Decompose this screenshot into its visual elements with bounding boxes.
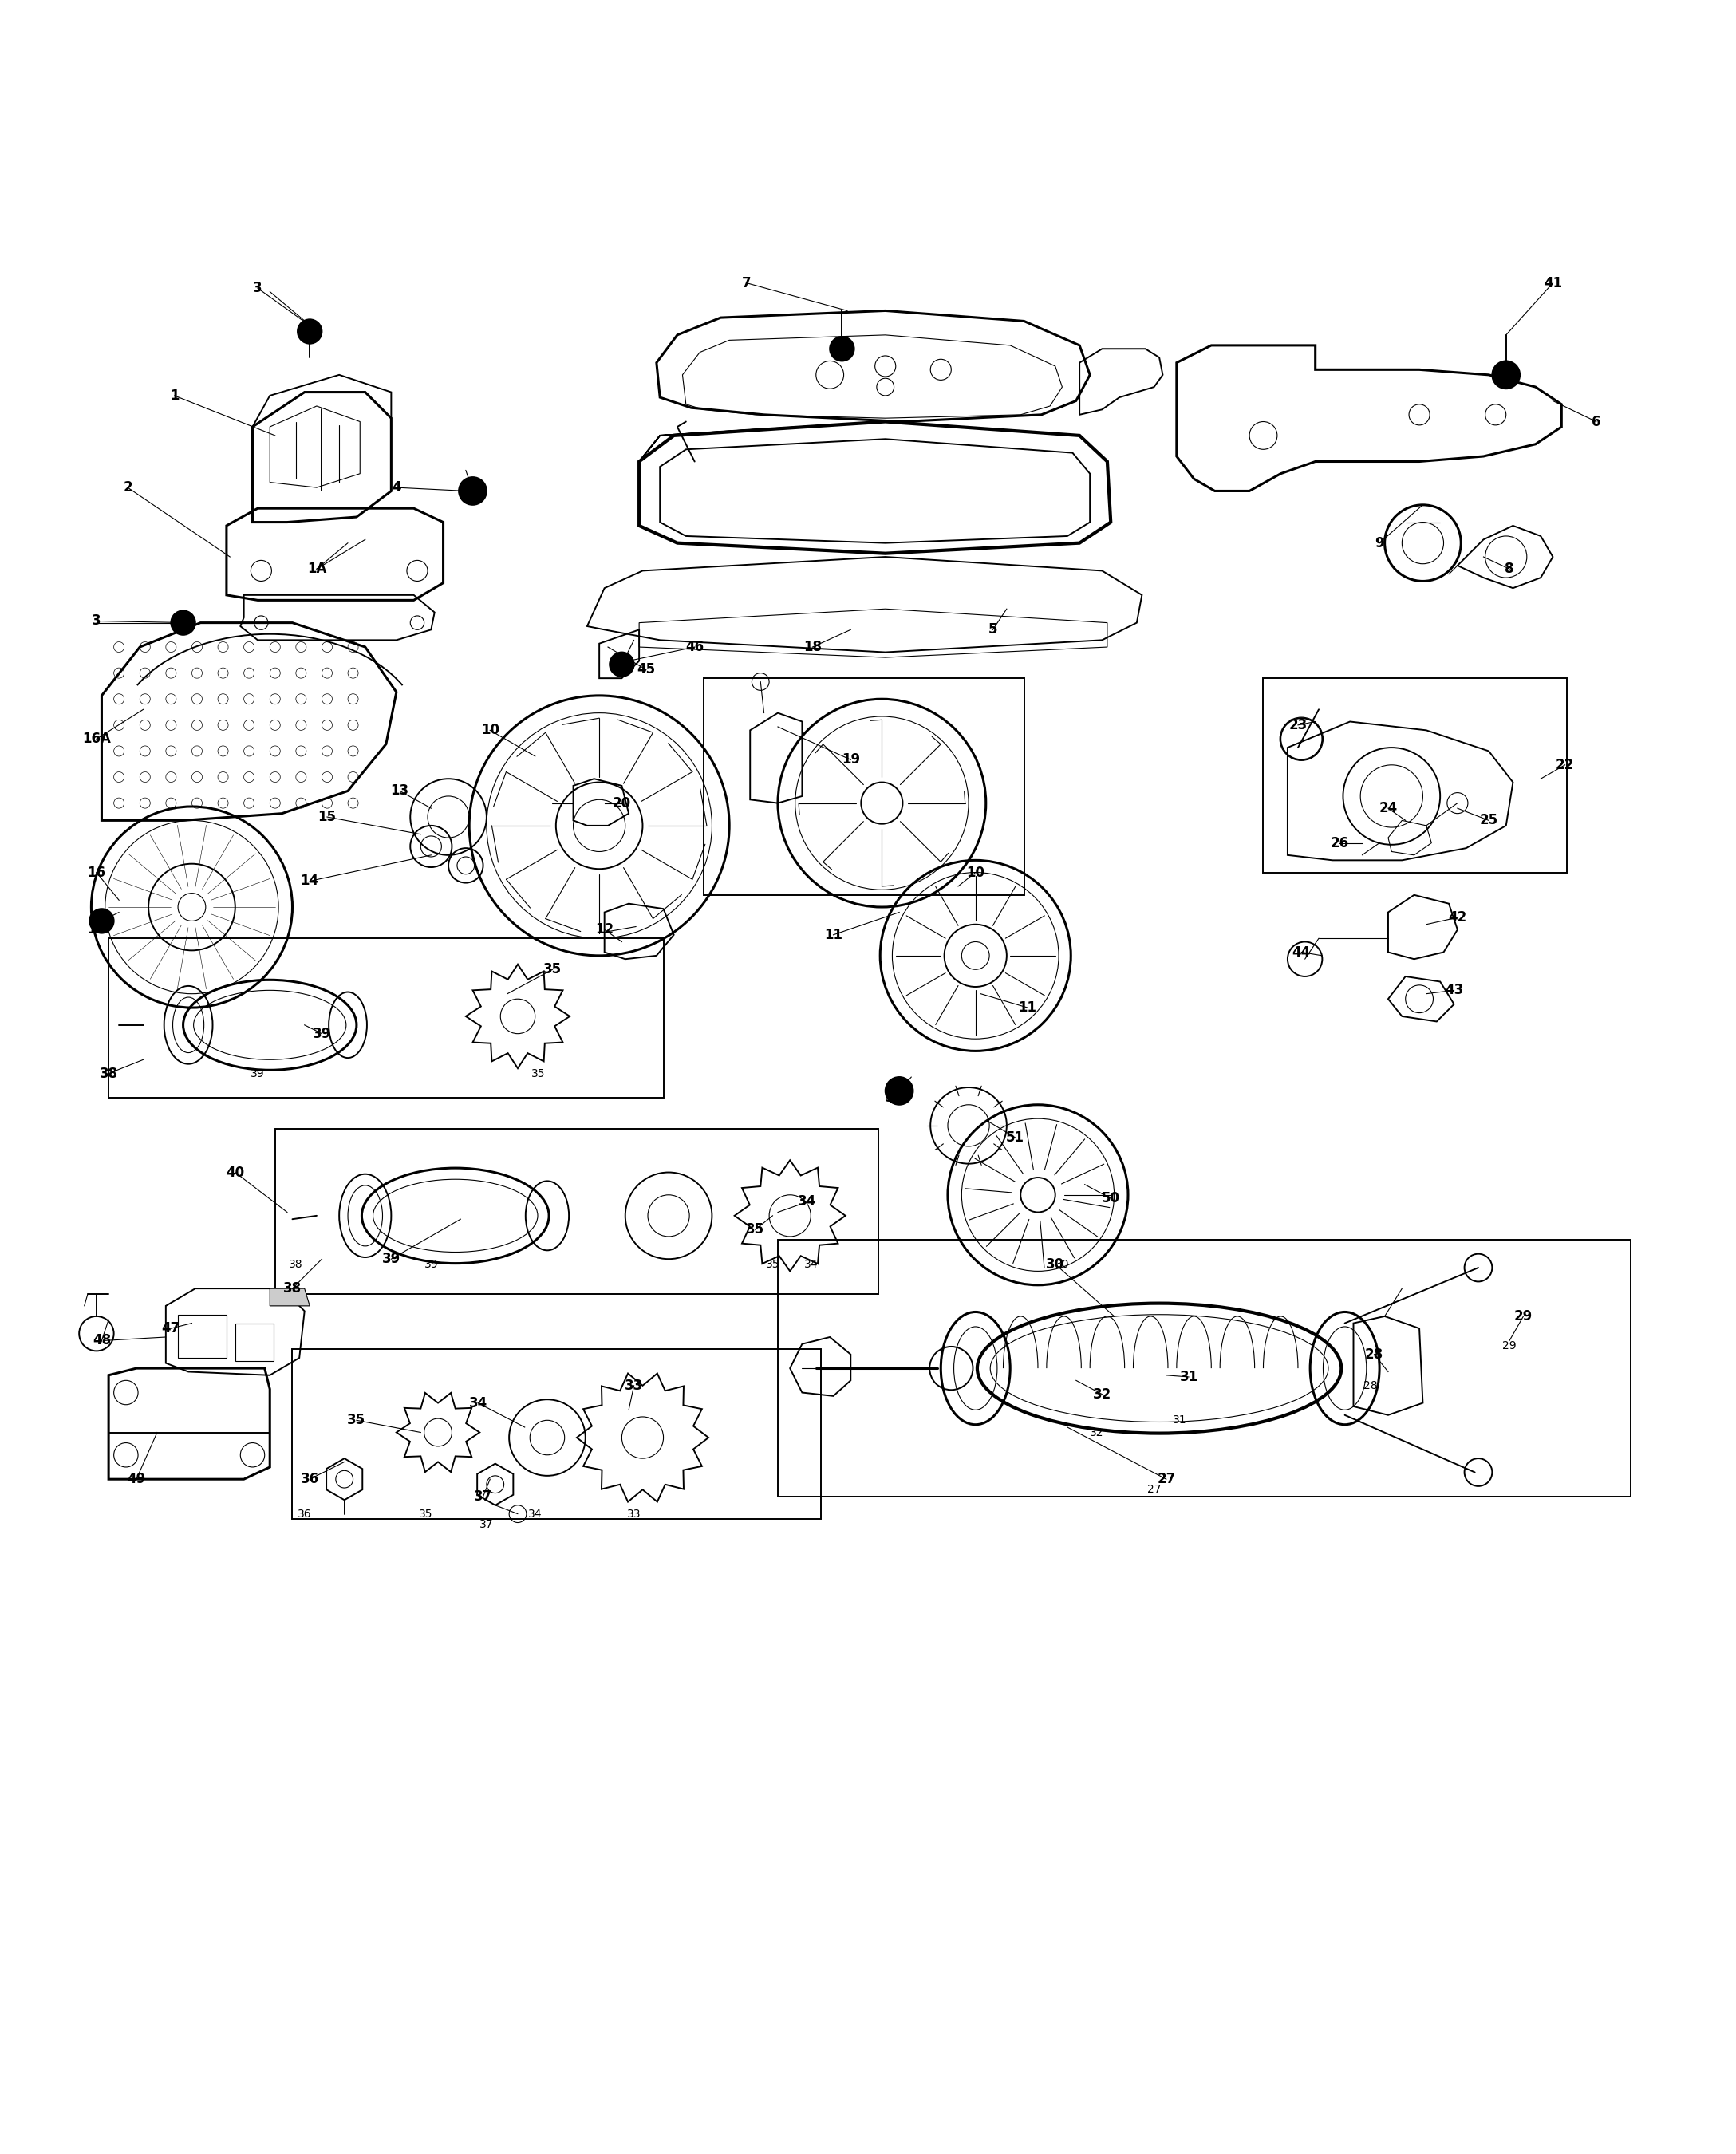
- Text: 29: 29: [1502, 1340, 1517, 1351]
- Text: 18: 18: [804, 640, 821, 655]
- Text: 23: 23: [1288, 717, 1307, 732]
- Text: 1: 1: [170, 388, 179, 403]
- Text: 27: 27: [1156, 1471, 1175, 1486]
- Text: 50: 50: [1102, 1191, 1120, 1206]
- Circle shape: [609, 653, 634, 676]
- Text: 31: 31: [1179, 1370, 1198, 1385]
- Text: 36: 36: [300, 1471, 319, 1486]
- Text: 24: 24: [1378, 801, 1397, 816]
- Text: 20: 20: [613, 795, 630, 810]
- Text: 38: 38: [288, 1258, 302, 1271]
- Text: 34: 34: [528, 1508, 542, 1519]
- Text: 35: 35: [418, 1508, 432, 1519]
- Text: 39: 39: [382, 1251, 401, 1267]
- Text: 40: 40: [226, 1165, 245, 1180]
- Bar: [292, 1348, 821, 1519]
- Bar: [179, 1314, 226, 1357]
- Text: 39: 39: [312, 1027, 332, 1040]
- Text: 13: 13: [391, 784, 410, 799]
- Text: 3: 3: [253, 280, 262, 295]
- Bar: [703, 679, 1024, 894]
- Polygon shape: [269, 1288, 309, 1305]
- Text: 35: 35: [347, 1413, 366, 1428]
- Text: 44: 44: [1292, 946, 1311, 959]
- Text: 49: 49: [127, 1471, 146, 1486]
- Circle shape: [458, 478, 486, 504]
- Circle shape: [297, 319, 321, 345]
- Text: 12: 12: [595, 922, 615, 937]
- Bar: [1264, 679, 1566, 872]
- Text: 30: 30: [1047, 1258, 1064, 1271]
- Text: 15: 15: [318, 810, 337, 825]
- Text: 37: 37: [479, 1519, 493, 1529]
- Circle shape: [830, 336, 854, 362]
- Text: 16: 16: [87, 866, 106, 879]
- Text: 19: 19: [842, 752, 859, 767]
- Text: 27: 27: [1147, 1484, 1161, 1495]
- Text: 51: 51: [1007, 1131, 1024, 1146]
- Text: 31: 31: [1174, 1415, 1187, 1426]
- Text: 10: 10: [967, 866, 984, 879]
- Text: 36: 36: [297, 1508, 311, 1519]
- Text: 1A: 1A: [307, 562, 326, 575]
- Text: 14: 14: [300, 875, 319, 887]
- Text: 33: 33: [625, 1379, 644, 1394]
- Text: 38: 38: [99, 1066, 118, 1081]
- Text: 39: 39: [424, 1258, 437, 1271]
- Text: 11: 11: [1019, 999, 1036, 1015]
- Text: 22: 22: [1555, 758, 1575, 771]
- Text: 16A: 16A: [82, 732, 111, 745]
- Text: 7: 7: [741, 276, 752, 291]
- Text: 29: 29: [1514, 1310, 1533, 1323]
- Text: 25: 25: [1479, 814, 1498, 827]
- Circle shape: [885, 1077, 913, 1105]
- Text: 35: 35: [746, 1221, 764, 1236]
- Text: 10: 10: [481, 724, 500, 737]
- Text: 52: 52: [885, 1090, 903, 1105]
- Text: 3: 3: [92, 614, 101, 629]
- Text: 46: 46: [686, 640, 703, 655]
- Text: 42: 42: [1448, 911, 1467, 924]
- Text: 34: 34: [799, 1195, 816, 1208]
- Text: 5: 5: [988, 623, 998, 638]
- Text: 34: 34: [804, 1258, 818, 1271]
- Text: 26: 26: [1330, 836, 1349, 851]
- Text: 30: 30: [1055, 1258, 1069, 1271]
- Bar: [109, 939, 663, 1099]
- Text: 28: 28: [1364, 1381, 1378, 1391]
- Bar: [778, 1241, 1630, 1497]
- Text: 47: 47: [161, 1320, 181, 1335]
- Text: 45: 45: [637, 663, 654, 676]
- Text: 33: 33: [627, 1508, 641, 1519]
- Circle shape: [172, 610, 194, 635]
- Text: 4: 4: [392, 480, 401, 495]
- Text: 6: 6: [1592, 414, 1601, 429]
- Circle shape: [1493, 362, 1521, 388]
- Text: 38: 38: [283, 1282, 302, 1297]
- Circle shape: [90, 909, 115, 933]
- Text: 48: 48: [92, 1333, 111, 1348]
- Bar: [234, 1323, 273, 1361]
- Text: 35: 35: [766, 1258, 779, 1271]
- Text: 43: 43: [1444, 982, 1463, 997]
- Text: 9: 9: [1375, 536, 1384, 549]
- Text: 8: 8: [1505, 562, 1514, 575]
- Text: 11: 11: [825, 928, 842, 941]
- Bar: [274, 1129, 878, 1295]
- Text: 37: 37: [474, 1488, 493, 1503]
- Text: 28: 28: [1364, 1346, 1384, 1361]
- Text: 17: 17: [87, 922, 106, 937]
- Text: 34: 34: [469, 1396, 488, 1411]
- Text: 32: 32: [1090, 1426, 1104, 1439]
- Text: 41: 41: [1543, 276, 1562, 291]
- Text: 32: 32: [1092, 1387, 1111, 1402]
- Text: 35: 35: [543, 963, 562, 976]
- Text: 2: 2: [123, 480, 132, 495]
- Text: 39: 39: [250, 1068, 264, 1079]
- Text: 35: 35: [531, 1068, 545, 1079]
